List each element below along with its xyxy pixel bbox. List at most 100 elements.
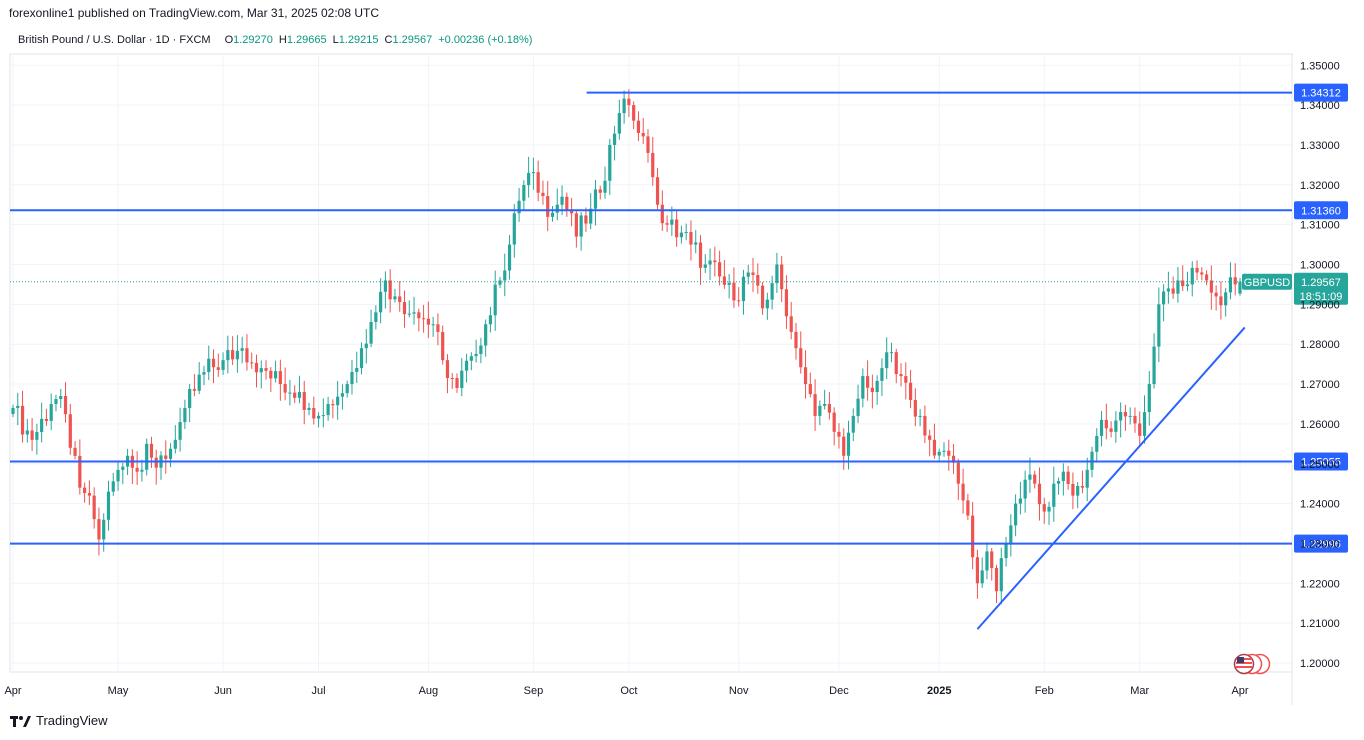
candle: [1190, 261, 1194, 297]
candle: [426, 301, 430, 339]
candle: [245, 334, 249, 371]
symbol-description[interactable]: British Pound / U.S. Dollar · 1D · FXCM: [18, 34, 211, 46]
candle-body: [54, 399, 58, 404]
chart-legend: British Pound / U.S. Dollar · 1D · FXCM …: [18, 34, 532, 46]
tradingview-logo[interactable]: TradingView: [10, 713, 108, 728]
candle-body: [245, 348, 249, 363]
candle-body: [326, 403, 330, 416]
candle: [1171, 276, 1175, 299]
candle-body: [837, 431, 841, 437]
candle: [402, 290, 407, 328]
candle: [1181, 265, 1185, 291]
close-label: C: [384, 34, 393, 46]
candle-body: [498, 280, 502, 285]
candle: [522, 180, 526, 211]
candle: [947, 439, 951, 471]
candle: [1162, 284, 1166, 322]
candle-body: [942, 450, 946, 452]
candle-body: [273, 371, 278, 379]
candle-body: [1195, 267, 1199, 273]
candle: [207, 345, 211, 381]
candle: [293, 385, 297, 404]
candle-body: [698, 242, 703, 268]
candle: [961, 468, 965, 514]
candle-body: [1114, 420, 1118, 432]
candle-body: [694, 242, 698, 245]
candle-body: [102, 519, 106, 540]
candle: [273, 360, 278, 383]
candle-body: [121, 466, 125, 470]
candle-body: [450, 378, 454, 380]
candle-body: [97, 519, 101, 540]
candle-body: [765, 299, 769, 309]
candle-body: [555, 204, 559, 213]
candle: [1133, 407, 1137, 433]
price-tick-label: 1.35000: [1300, 60, 1340, 72]
candle-body: [584, 215, 588, 224]
candle: [765, 292, 769, 320]
price-tick-label: 1.21000: [1300, 618, 1340, 630]
candle-body: [737, 300, 741, 302]
candle-body: [407, 313, 411, 315]
candle: [794, 322, 798, 360]
candle-body: [851, 415, 855, 433]
candle-body: [283, 384, 287, 393]
candle-body: [297, 392, 302, 398]
candle: [388, 269, 392, 313]
us-flag-icon[interactable]: [1232, 653, 1272, 680]
candle: [145, 438, 149, 476]
candle: [149, 436, 154, 468]
candle: [813, 379, 817, 431]
candle-body: [398, 296, 402, 303]
candle-body: [307, 407, 311, 410]
time-tick-label: Feb: [1035, 685, 1054, 697]
candle-body: [603, 180, 607, 193]
candle-body: [866, 376, 870, 388]
candle-body: [355, 367, 359, 372]
candle: [1047, 501, 1051, 525]
candle: [937, 448, 941, 461]
candle: [455, 373, 459, 393]
candle: [302, 380, 306, 425]
candle-body: [1018, 498, 1022, 504]
candle-body: [937, 451, 941, 456]
candle: [985, 542, 989, 580]
grid-lines: [9, 53, 1293, 705]
candle-body: [589, 208, 593, 224]
candle-body: [240, 348, 244, 351]
price-tick-label: 1.22000: [1300, 578, 1340, 590]
candle-body: [441, 331, 445, 361]
candle: [861, 368, 865, 408]
candle: [808, 372, 812, 398]
price-tick-label: 1.29000: [1300, 299, 1340, 311]
candle: [49, 393, 53, 431]
candle: [178, 407, 182, 452]
candle-body: [708, 260, 712, 265]
candle: [1042, 497, 1046, 524]
candle: [283, 367, 287, 401]
candle-body: [145, 443, 149, 470]
candle-body: [527, 172, 531, 186]
candle: [393, 288, 397, 303]
price-tick-label: 1.32000: [1300, 180, 1340, 192]
candle: [584, 207, 588, 232]
candle: [259, 360, 263, 389]
candle: [899, 363, 903, 387]
candle: [732, 267, 736, 308]
candle: [1147, 371, 1151, 426]
candle: [627, 89, 631, 117]
candle-body: [1061, 471, 1065, 481]
candle-body: [312, 407, 316, 419]
candle: [121, 463, 125, 485]
candle-body: [369, 322, 373, 344]
candle-body: [531, 172, 536, 174]
candle: [412, 296, 416, 325]
candle: [918, 409, 922, 427]
candle-body: [789, 316, 793, 332]
current-price-tag: [1294, 272, 1348, 305]
candle: [154, 449, 158, 485]
candle-body: [1037, 483, 1042, 505]
candle-body: [1138, 423, 1142, 436]
candle-body: [106, 491, 111, 520]
